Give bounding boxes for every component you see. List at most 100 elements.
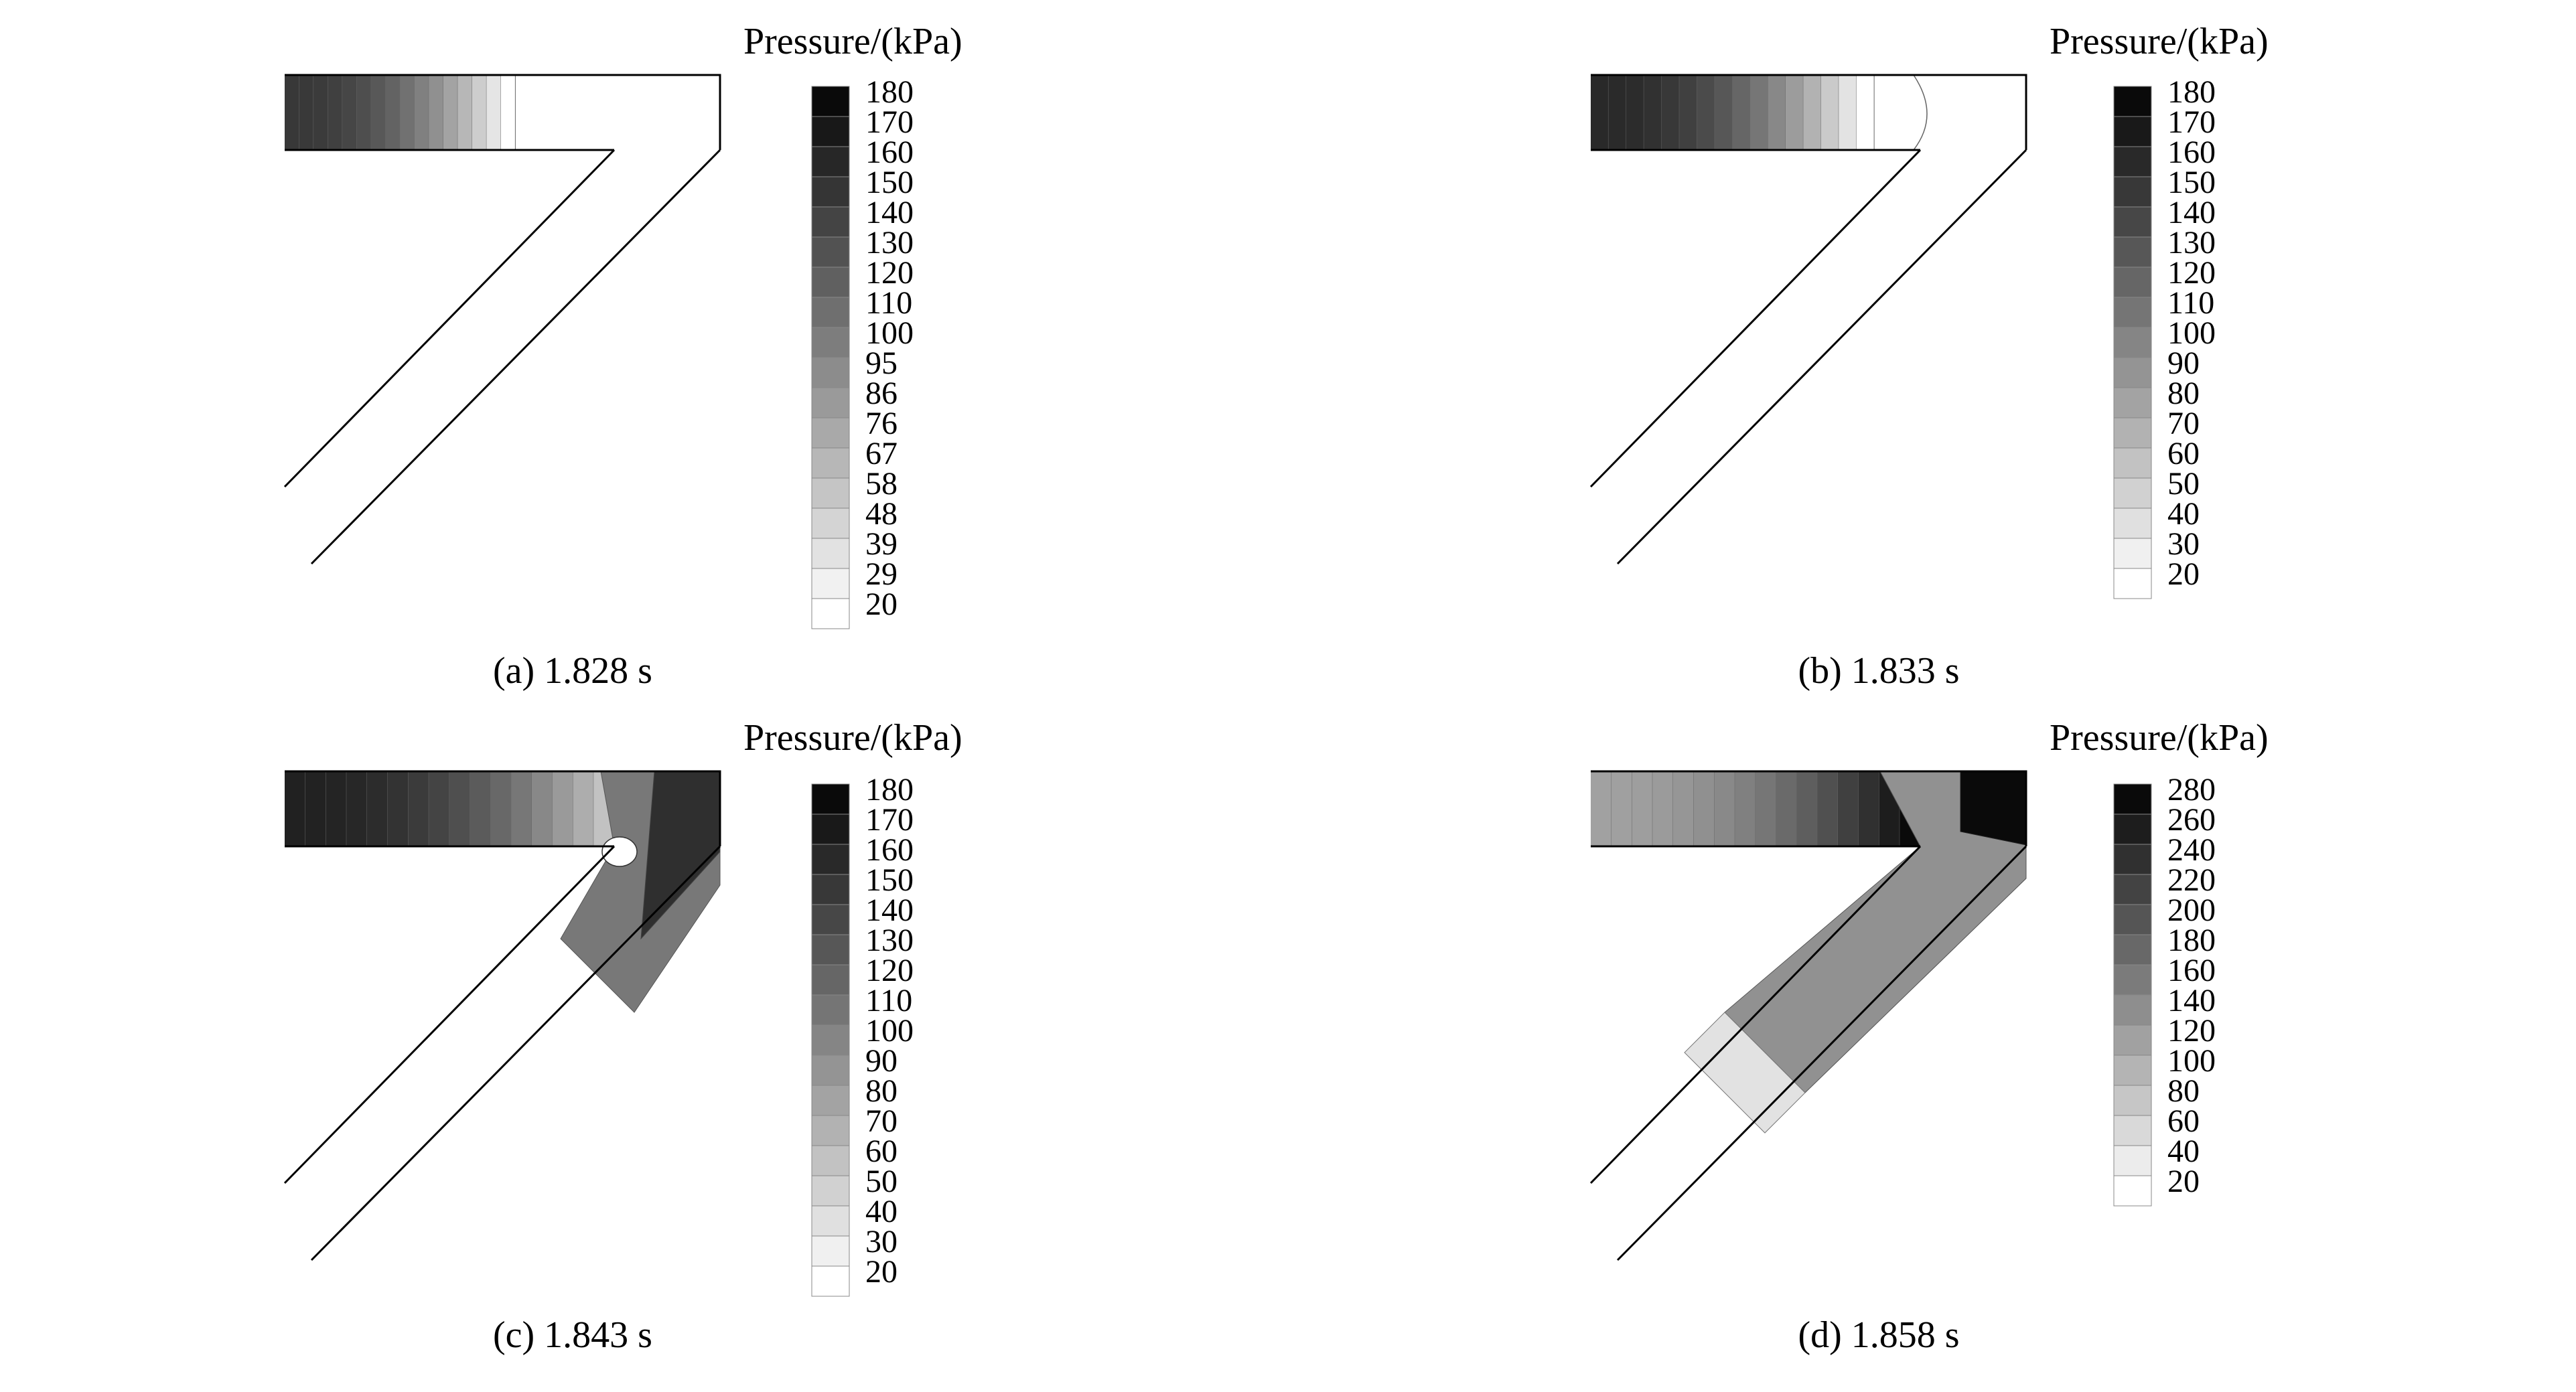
legend-swatch bbox=[811, 814, 850, 845]
legend-tick-label: 140 bbox=[2167, 195, 2216, 230]
panel-caption: (d) 1.858 s bbox=[1798, 1314, 1959, 1356]
legend-swatch bbox=[2113, 814, 2152, 845]
legend-swatch bbox=[2113, 1024, 2152, 1056]
legend-swatch bbox=[811, 1055, 850, 1086]
legend-swatch bbox=[811, 266, 850, 298]
legend-swatch bbox=[811, 1265, 850, 1297]
legend-tick-label: 130 bbox=[865, 923, 914, 958]
legend-tick-label: 100 bbox=[865, 315, 914, 351]
pipe-outline bbox=[1589, 74, 2027, 565]
legend-swatch bbox=[2113, 1085, 2152, 1116]
legend-tick-label: 280 bbox=[2167, 772, 2216, 807]
legend-tick-label: 140 bbox=[865, 893, 914, 928]
legend-swatch bbox=[2113, 994, 2152, 1026]
legend-swatch bbox=[811, 568, 850, 599]
legend-tick-label: 58 bbox=[865, 466, 898, 501]
legend-tick-label: 40 bbox=[2167, 496, 2200, 532]
legend-tick-label: 100 bbox=[2167, 315, 2216, 351]
legend-tick-label: 160 bbox=[2167, 135, 2216, 170]
legend-tick-label: 150 bbox=[865, 862, 914, 898]
horizontal-pipe-contour bbox=[1591, 75, 1875, 150]
legend-tick-label: 130 bbox=[865, 225, 914, 260]
legend-swatch bbox=[811, 1085, 850, 1116]
legend-swatch bbox=[811, 904, 850, 935]
legend-swatch bbox=[2113, 477, 2152, 509]
legend-tick-label: 160 bbox=[2167, 953, 2216, 988]
legend-tick-label: 100 bbox=[2167, 1043, 2216, 1079]
legend-swatch bbox=[2113, 934, 2152, 965]
legend-tick-label: 180 bbox=[865, 772, 914, 807]
legend-tick-label: 20 bbox=[2167, 556, 2200, 592]
legend-tick-label: 20 bbox=[2167, 1164, 2200, 1199]
legend-tick-label: 90 bbox=[2167, 345, 2200, 381]
legend-swatch bbox=[811, 86, 850, 117]
legend-tick-label: 150 bbox=[865, 165, 914, 200]
panel-caption: (b) 1.833 s bbox=[1798, 650, 1959, 692]
legend-tick-label: 50 bbox=[2167, 466, 2200, 501]
legend-swatch bbox=[2113, 844, 2152, 875]
legend-swatch bbox=[2113, 327, 2152, 358]
legend-tick-label: 200 bbox=[2167, 893, 2216, 928]
legend-tick-label: 220 bbox=[2167, 862, 2216, 898]
legend-swatch bbox=[811, 387, 850, 418]
legend-tick-label: 80 bbox=[2167, 376, 2200, 411]
legend-swatch bbox=[811, 874, 850, 905]
panel-2: Pressure/(kPa) 18017016015014013012011010… bbox=[1589, 21, 2269, 692]
horizontal-pipe-contour bbox=[285, 771, 615, 846]
legend-tick-label: 140 bbox=[865, 195, 914, 230]
legend-tick-label: 140 bbox=[2167, 983, 2216, 1018]
legend-tick-label: 76 bbox=[865, 406, 898, 441]
legend-colorbar: 1801701601501401301201101009080706050403… bbox=[811, 772, 914, 1297]
legend-swatch bbox=[811, 417, 850, 449]
horizontal-pipe-contour bbox=[285, 75, 516, 150]
legend-tick-label: 110 bbox=[865, 983, 912, 1018]
legend-swatch bbox=[2113, 568, 2152, 599]
legend-title: Pressure/(kPa) bbox=[2050, 21, 2269, 62]
legend-tick-label: 40 bbox=[2167, 1134, 2200, 1169]
legend-swatch bbox=[811, 508, 850, 539]
legend-swatch bbox=[2113, 1055, 2152, 1086]
legend-swatch bbox=[2113, 146, 2152, 177]
legend-swatch bbox=[811, 598, 850, 629]
panel-1: Pressure/(kPa) 18017016015014013012011010… bbox=[283, 21, 962, 692]
legend-tick-label: 180 bbox=[865, 74, 914, 110]
legend-swatch bbox=[811, 538, 850, 569]
legend-swatch bbox=[2113, 783, 2152, 815]
legend-tick-label: 90 bbox=[865, 1043, 898, 1079]
legend-swatch bbox=[811, 297, 850, 328]
pipe-outline bbox=[1589, 770, 2027, 1261]
legend-title: Pressure/(kPa) bbox=[743, 717, 962, 759]
legend-tick-label: 180 bbox=[2167, 74, 2216, 110]
legend-title: Pressure/(kPa) bbox=[743, 21, 962, 62]
panel-caption: (a) 1.828 s bbox=[493, 650, 652, 692]
legend-swatch bbox=[2113, 176, 2152, 208]
legend-swatch bbox=[811, 327, 850, 358]
legend-tick-label: 60 bbox=[2167, 1103, 2200, 1139]
pipe-outline bbox=[283, 770, 721, 1261]
legend-tick-label: 40 bbox=[865, 1194, 898, 1229]
legend-tick-label: 60 bbox=[2167, 436, 2200, 471]
elbow-contour bbox=[1913, 74, 1928, 151]
legend-swatch bbox=[811, 1175, 850, 1207]
legend-swatch bbox=[2113, 116, 2152, 147]
legend-tick-label: 260 bbox=[2167, 802, 2216, 838]
legend-swatch bbox=[811, 206, 850, 238]
legend-swatch bbox=[2113, 447, 2152, 479]
legend-swatch bbox=[811, 236, 850, 268]
legend-tick-label: 170 bbox=[865, 104, 914, 140]
legend-swatch bbox=[2113, 266, 2152, 298]
legend-tick-label: 150 bbox=[2167, 165, 2216, 200]
legend-colorbar: 1801701601501401301201101009586766758483… bbox=[811, 74, 914, 629]
legend-tick-label: 48 bbox=[865, 496, 898, 532]
legend-tick-label: 86 bbox=[865, 376, 898, 411]
panel-caption: (c) 1.843 s bbox=[493, 1314, 652, 1356]
legend-swatch bbox=[811, 357, 850, 388]
legend-tick-label: 30 bbox=[865, 1224, 898, 1259]
legend-tick-label: 95 bbox=[865, 345, 898, 381]
panel-3: Pressure/(kPa) 18017016015014013012011010… bbox=[283, 717, 962, 1356]
legend-swatch bbox=[811, 994, 850, 1026]
legend-swatch bbox=[811, 964, 850, 996]
legend-swatch bbox=[811, 1024, 850, 1056]
legend-swatch bbox=[2113, 1145, 2152, 1176]
